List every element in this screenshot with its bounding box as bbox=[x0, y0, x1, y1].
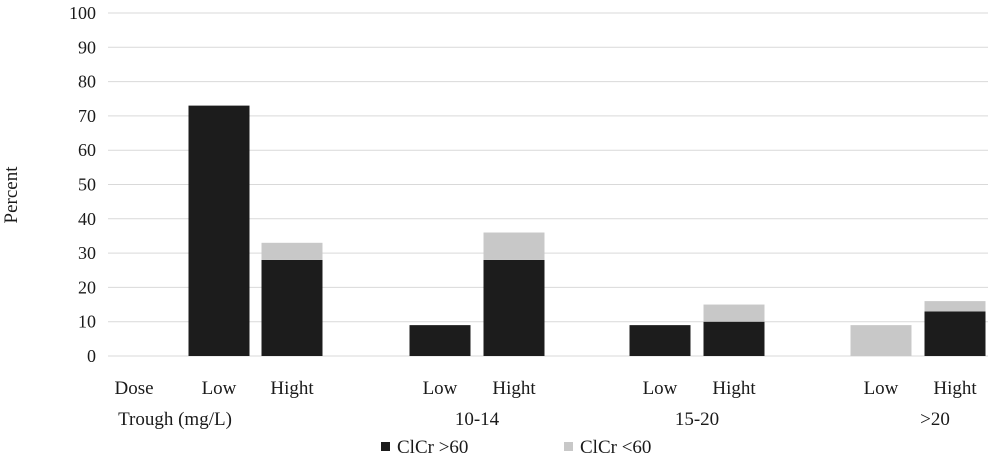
group-label: 15-20 bbox=[675, 409, 719, 430]
legend-label: ClCr >60 bbox=[397, 437, 468, 455]
bar-clcr-lt60 bbox=[261, 242, 323, 260]
bar-clcr-lt60 bbox=[924, 301, 986, 312]
x-tick-label: Hight bbox=[712, 378, 756, 399]
legend-swatch bbox=[564, 442, 573, 451]
x-tick-label: Hight bbox=[492, 378, 536, 399]
group-label: Trough (mg/L) bbox=[118, 409, 232, 430]
bar-clcr-gt60 bbox=[483, 259, 545, 356]
y-tick-label: 10 bbox=[78, 312, 96, 332]
bar-clcr-gt60 bbox=[629, 325, 691, 356]
y-tick-label: 20 bbox=[78, 277, 96, 297]
legend: ClCr >60 ClCr <60 bbox=[381, 437, 651, 455]
x-tick-label: Hight bbox=[933, 378, 977, 399]
y-tick-label: 90 bbox=[78, 37, 96, 57]
group-label: 10-14 bbox=[455, 409, 500, 430]
legend-label: ClCr <60 bbox=[580, 437, 651, 455]
x-tick-label: Hight bbox=[270, 378, 314, 399]
gridlines bbox=[108, 12, 988, 357]
y-axis-ticks: 0 10 20 30 40 50 60 70 80 90 100 bbox=[69, 3, 96, 366]
bar-clcr-gt60 bbox=[261, 259, 323, 356]
y-tick-label: 100 bbox=[69, 3, 96, 23]
x-tick-label: Low bbox=[202, 378, 237, 399]
x-axis-labels: Low Hight Low Hight Low Hight Low Hight Dose Trou… bbox=[114, 378, 977, 430]
bar-clcr-lt60 bbox=[703, 304, 765, 322]
bars bbox=[188, 105, 986, 356]
dose-header-label: Dose bbox=[114, 378, 153, 399]
x-tick-label: Low bbox=[643, 378, 678, 399]
bar-clcr-lt60 bbox=[850, 325, 912, 356]
x-tick-label: Low bbox=[423, 378, 458, 399]
y-tick-label: 60 bbox=[78, 140, 96, 160]
y-tick-label: 30 bbox=[78, 243, 96, 263]
bar-clcr-gt60 bbox=[409, 325, 471, 356]
y-tick-label: 40 bbox=[78, 209, 96, 229]
bar-clcr-gt60 bbox=[703, 321, 765, 356]
y-tick-label: 0 bbox=[87, 346, 96, 366]
bar-clcr-gt60 bbox=[924, 311, 986, 356]
y-tick-label: 70 bbox=[78, 106, 96, 126]
group-label: >20 bbox=[920, 409, 950, 430]
y-tick-label: 80 bbox=[78, 72, 96, 92]
bar-clcr-gt60 bbox=[188, 105, 250, 356]
legend-swatch bbox=[381, 442, 390, 451]
y-tick-label: 50 bbox=[78, 175, 96, 195]
x-tick-label: Low bbox=[864, 378, 899, 399]
bar-clcr-lt60 bbox=[483, 232, 545, 260]
y-axis-label: Percent bbox=[1, 166, 22, 224]
